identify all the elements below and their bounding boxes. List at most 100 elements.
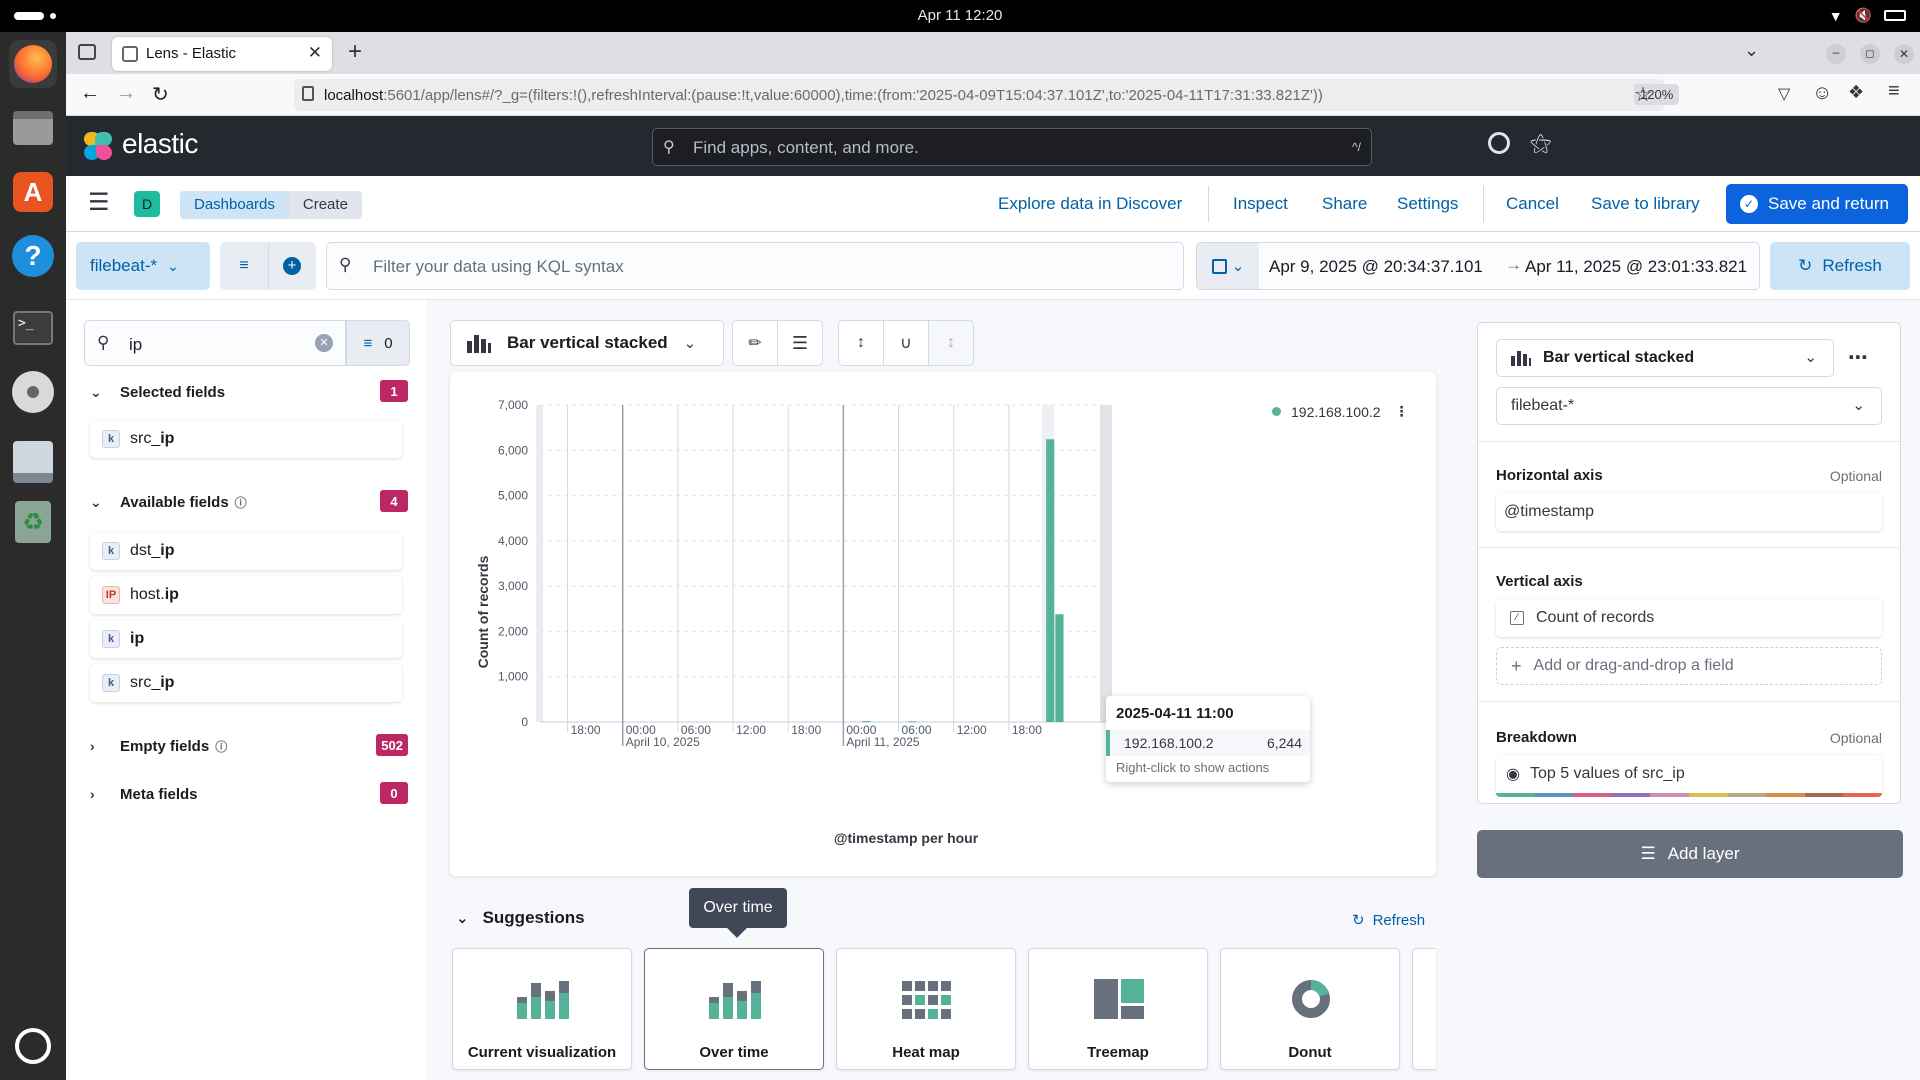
help-menu-icon[interactable]: [1488, 132, 1510, 154]
help-icon[interactable]: ?: [9, 232, 57, 280]
layer-actions-icon[interactable]: ⋯: [1848, 347, 1868, 369]
field-type-filter-button[interactable]: ≡ 0: [346, 320, 410, 366]
page-info-icon[interactable]: [302, 86, 314, 101]
bar[interactable]: [1055, 614, 1064, 722]
account-icon[interactable]: ☺: [1812, 82, 1833, 104]
horizontal-axis-dimension[interactable]: @timestamp: [1496, 493, 1882, 531]
chart-type-switcher[interactable]: Bar vertical stacked ⌄: [450, 320, 724, 366]
trash-icon[interactable]: ♻: [9, 498, 57, 546]
elastic-brand[interactable]: elastic: [122, 128, 198, 159]
system-tray[interactable]: ▼ 🔇: [1829, 7, 1906, 24]
forward-icon[interactable]: →: [116, 82, 136, 104]
time-to[interactable]: Apr 11, 2025 @ 23:01:33.821: [1525, 257, 1748, 276]
explore-discover-link[interactable]: Explore data in Discover: [998, 194, 1183, 213]
appearance-button[interactable]: ✏: [732, 320, 778, 366]
disc-icon[interactable]: [9, 368, 57, 416]
bar[interactable]: [908, 721, 917, 723]
show-apps-icon[interactable]: [9, 1022, 57, 1070]
new-tab-icon[interactable]: +: [348, 38, 363, 65]
clear-search-icon[interactable]: ✕: [315, 334, 333, 352]
field-search-input[interactable]: ⚲ ip ✕: [84, 320, 346, 366]
suggestion-over-time[interactable]: Over time: [644, 948, 824, 1070]
inspect-link[interactable]: Inspect: [1233, 194, 1288, 213]
cancel-link[interactable]: Cancel: [1506, 194, 1559, 213]
space-avatar[interactable]: D: [134, 191, 160, 217]
settings-link[interactable]: Settings: [1397, 194, 1459, 213]
reload-icon[interactable]: ↻: [152, 84, 169, 106]
data-view-picker[interactable]: filebeat-* ⌄: [76, 242, 210, 290]
zoom-level[interactable]: 120%: [1634, 84, 1680, 105]
refresh-label: Refresh: [1822, 256, 1882, 275]
available-fields-header[interactable]: ⌄ Available fields ⓘ 4: [90, 490, 408, 514]
tab-overview-icon[interactable]: [78, 44, 96, 60]
app-menu-icon[interactable]: ≡: [1888, 80, 1900, 102]
bar[interactable]: [862, 721, 871, 723]
refresh-button[interactable]: ↻ Refresh: [1770, 242, 1910, 290]
suggestion-label: Treemap: [1087, 1044, 1149, 1061]
news-feed-icon[interactable]: ⚝: [1530, 130, 1552, 155]
field-item-src-ip[interactable]: k src_ip: [90, 664, 402, 702]
quick-menu-button[interactable]: ⌄: [1197, 243, 1259, 289]
vertical-axis-dimension[interactable]: ∕ Count of records: [1496, 599, 1882, 637]
legend-button[interactable]: ☰: [777, 320, 823, 366]
tab-list-icon[interactable]: ⌄: [1744, 40, 1760, 60]
suggestion-heat-map[interactable]: Heat map: [836, 948, 1016, 1070]
clock[interactable]: Apr 11 12:20: [917, 7, 1003, 24]
legend-series-label[interactable]: 192.168.100.2: [1291, 403, 1381, 420]
firefox-icon[interactable]: [9, 40, 57, 88]
meta-fields-header[interactable]: › Meta fields 0: [90, 782, 408, 806]
field-item-dst-ip[interactable]: k dst_ip: [90, 532, 402, 570]
field-item-host-ip[interactable]: IP host.ip: [90, 576, 402, 614]
kql-input[interactable]: ⚲ Filter your data using KQL syntax: [326, 242, 1184, 290]
suggestions-refresh-link[interactable]: ↻ Refresh: [1352, 911, 1425, 930]
time-from[interactable]: Apr 9, 2025 @ 20:34:37.101: [1269, 257, 1483, 276]
suggestions-header[interactable]: ⌄ Suggestions: [456, 908, 585, 928]
save-and-return-button[interactable]: ✓ Save and return: [1726, 184, 1908, 224]
back-icon[interactable]: ←: [80, 82, 100, 104]
add-layer-button[interactable]: ☰ Add layer: [1477, 830, 1903, 878]
suggestion-more[interactable]: [1412, 948, 1436, 1070]
layer-data-view-select[interactable]: filebeat-* ⌄: [1496, 387, 1882, 425]
activities-indicator[interactable]: [14, 12, 44, 20]
minimize-button[interactable]: –: [1826, 44, 1846, 64]
add-filter-icon[interactable]: +: [269, 257, 315, 275]
browser-tab[interactable]: Lens - Elastic ✕: [112, 37, 332, 71]
layer-chart-type-select[interactable]: Bar vertical stacked ⌄: [1496, 339, 1834, 377]
wifi-icon: ▼: [1828, 7, 1843, 24]
field-list-panel: ⚲ ip ✕ ≡ 0 ⌄ Selected fields 1 k src_ip …: [66, 300, 426, 1080]
field-item-ip[interactable]: k ip: [90, 620, 402, 658]
filter-menu-icon[interactable]: ≡: [239, 257, 249, 274]
terminal-icon[interactable]: >_: [9, 304, 57, 352]
extensions-icon[interactable]: ❖: [1848, 82, 1865, 102]
text-editor-icon[interactable]: [9, 438, 57, 486]
empty-fields-header[interactable]: › Empty fields ⓘ 502: [90, 734, 408, 758]
suggestion-treemap[interactable]: Treemap: [1028, 948, 1208, 1070]
close-window-button[interactable]: ✕: [1894, 44, 1914, 64]
breakdown-dimension[interactable]: ◉ Top 5 values of src_ip: [1496, 755, 1882, 793]
breadcrumb-dashboards[interactable]: Dashboards: [180, 191, 289, 219]
bar-chart[interactable]: 7,000 6,000 5,000 4,000 3,000 2,000 1,000 0 18:…: [450, 372, 1436, 876]
selected-fields-header[interactable]: ⌄ Selected fields 1: [90, 380, 408, 404]
maximize-button[interactable]: ◻: [1860, 44, 1880, 64]
left-axis-button[interactable]: ↕: [838, 320, 884, 366]
field-item-selected-src-ip[interactable]: k src_ip: [90, 420, 402, 458]
bottom-axis-button[interactable]: ∪: [883, 320, 929, 366]
nav-menu-icon[interactable]: ☰: [88, 189, 110, 216]
share-link[interactable]: Share: [1322, 194, 1368, 213]
global-search[interactable]: ⚲ Find apps, content, and more. ^/: [652, 128, 1372, 166]
legend-color-swatch[interactable]: [1272, 407, 1281, 416]
tab-close-icon[interactable]: ✕: [307, 43, 322, 62]
app-center-icon[interactable]: A: [9, 168, 57, 216]
suggestion-donut[interactable]: Donut: [1220, 948, 1400, 1070]
bookmark-star-icon[interactable]: ☆: [1634, 84, 1652, 106]
suggestion-current-visualization[interactable]: Current visualization: [452, 948, 632, 1070]
url-field[interactable]: localhost:5601/app/lens#/?_g=(filters:!(…: [294, 79, 1680, 111]
bar[interactable]: [1046, 439, 1055, 722]
files-icon[interactable]: [9, 104, 57, 152]
elastic-logo-icon[interactable]: [84, 132, 112, 160]
legend-actions-icon[interactable]: ⋮: [1394, 403, 1409, 419]
add-vertical-field-button[interactable]: + Add or drag-and-drop a field: [1496, 647, 1882, 685]
save-to-library-link[interactable]: Save to library: [1591, 194, 1700, 213]
pocket-icon[interactable]: ▽: [1778, 86, 1791, 103]
ip-type-icon: IP: [102, 586, 120, 604]
